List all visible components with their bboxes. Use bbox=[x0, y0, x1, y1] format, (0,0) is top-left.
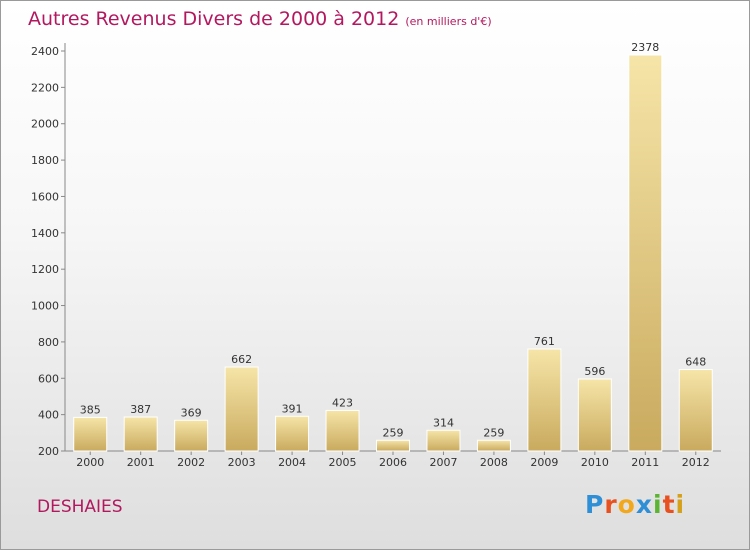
bar-value-label: 369 bbox=[181, 406, 202, 419]
bar bbox=[527, 348, 562, 452]
bar-value-label: 596 bbox=[584, 365, 605, 378]
y-tick-label: 2200 bbox=[31, 81, 59, 94]
bar-value-label: 385 bbox=[80, 403, 101, 416]
y-tick-label: 600 bbox=[38, 372, 59, 385]
x-tick-label: 2000 bbox=[76, 456, 104, 469]
bar bbox=[224, 366, 259, 452]
x-tick-label: 2011 bbox=[631, 456, 659, 469]
bar-value-label: 662 bbox=[231, 353, 252, 366]
bar bbox=[476, 439, 511, 452]
x-tick-label: 2005 bbox=[329, 456, 357, 469]
x-tick-label: 2012 bbox=[682, 456, 710, 469]
bar bbox=[376, 439, 410, 452]
x-tick-label: 2009 bbox=[530, 456, 558, 469]
x-tick-label: 2010 bbox=[581, 456, 609, 469]
bar bbox=[577, 378, 612, 452]
x-tick-label: 2001 bbox=[127, 456, 155, 469]
bar-value-label: 648 bbox=[685, 356, 706, 369]
x-tick-label: 2003 bbox=[228, 456, 256, 469]
proxiti-logo: Proxiti bbox=[585, 490, 685, 519]
x-tick-label: 2002 bbox=[177, 456, 205, 469]
bar-value-label: 387 bbox=[130, 403, 151, 416]
bar bbox=[426, 429, 461, 452]
y-tick-label: 800 bbox=[38, 336, 59, 349]
logo-letter: i bbox=[653, 490, 663, 519]
x-tick-label: 2007 bbox=[429, 456, 457, 469]
y-tick-label: 2000 bbox=[31, 118, 59, 131]
y-tick-label: 2400 bbox=[31, 45, 59, 58]
bar bbox=[678, 369, 713, 452]
bar-value-label: 2378 bbox=[631, 41, 659, 54]
x-tick-label: 2004 bbox=[278, 456, 306, 469]
bar-value-label: 423 bbox=[332, 396, 353, 409]
bar-value-label: 259 bbox=[383, 426, 404, 439]
bar-value-label: 761 bbox=[534, 335, 555, 348]
logo-letter: P bbox=[585, 490, 605, 519]
x-tick-label: 2008 bbox=[480, 456, 508, 469]
bar bbox=[123, 416, 158, 452]
bar bbox=[174, 419, 209, 452]
y-tick-label: 1400 bbox=[31, 227, 59, 240]
bar bbox=[325, 409, 360, 452]
bar-value-label: 314 bbox=[433, 416, 454, 429]
y-tick-label: 1600 bbox=[31, 190, 59, 203]
bar bbox=[275, 415, 310, 452]
chart-title-text: Autres Revenus Divers de 2000 à 2012 bbox=[28, 8, 400, 30]
logo-letter: t bbox=[662, 490, 676, 519]
y-tick-label: 1000 bbox=[31, 300, 59, 313]
chart-subtitle: (en milliers d'€) bbox=[405, 15, 492, 28]
chart-title: Autres Revenus Divers de 2000 à 2012 (en … bbox=[28, 8, 492, 30]
bar-value-label: 259 bbox=[483, 426, 504, 439]
y-tick-label: 400 bbox=[38, 409, 59, 422]
logo-letter: o bbox=[617, 490, 636, 519]
logo-letter: r bbox=[604, 490, 618, 519]
bar-value-label: 391 bbox=[282, 402, 303, 415]
y-tick-label: 1200 bbox=[31, 263, 59, 276]
commune-name: DESHAIES bbox=[37, 497, 123, 517]
y-tick-label: 200 bbox=[38, 445, 59, 458]
logo-letter: i bbox=[675, 490, 686, 519]
bar bbox=[628, 54, 663, 452]
y-tick-label: 1800 bbox=[31, 154, 59, 167]
x-tick-label: 2006 bbox=[379, 456, 407, 469]
logo-letter: x bbox=[635, 490, 653, 519]
bar bbox=[73, 416, 108, 452]
